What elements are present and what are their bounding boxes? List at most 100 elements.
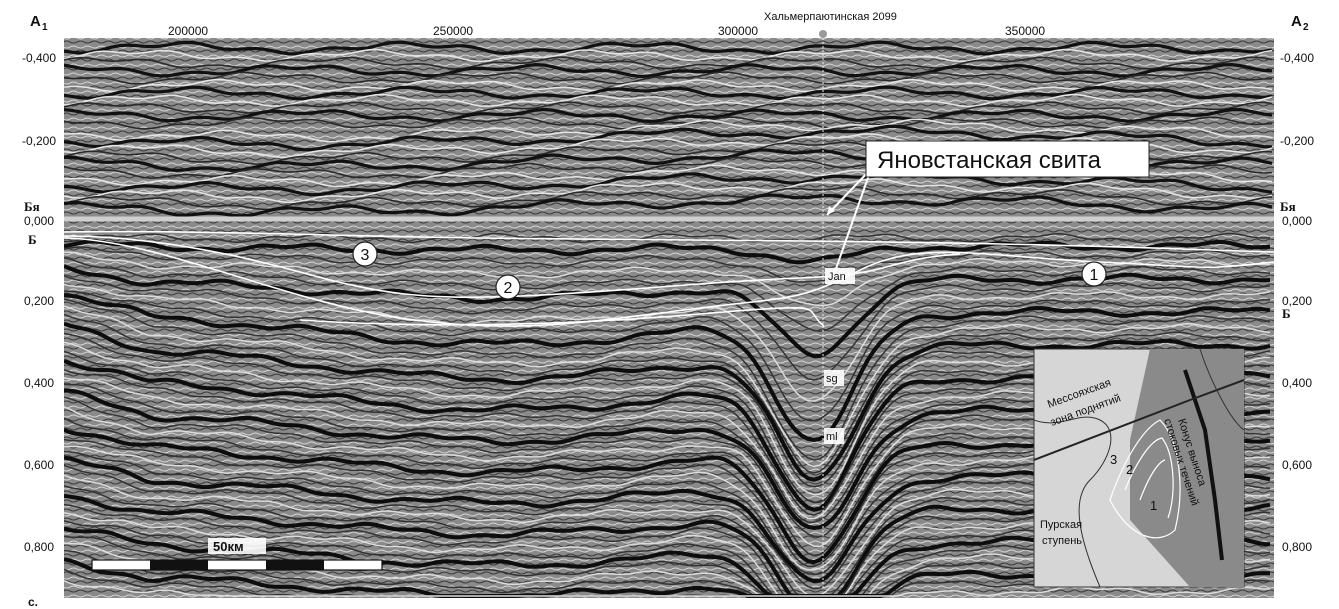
reflector-line: [64, 118, 1273, 143]
profile-end-subscript: 2: [1303, 22, 1309, 33]
profile-end-label: A: [1291, 13, 1302, 30]
well-name: Хальмерпаютинская 2099: [764, 11, 897, 23]
inset-profile-line: [1034, 379, 1244, 461]
reflector-line: [64, 124, 1273, 152]
time-axis-unit-label: с.: [28, 595, 38, 609]
inset-fan-contour: [1139, 459, 1166, 501]
reflector-line: [64, 40, 1273, 56]
reflector-line: [64, 232, 1271, 244]
clinoform-boundary-3: [64, 235, 961, 298]
well-horizon-markers: Jan sg ml: [824, 268, 855, 444]
unit-number: 1: [1090, 267, 1099, 284]
clinoform-unit-1: 1: [1081, 261, 1107, 287]
callout-arrowhead: [827, 206, 835, 215]
reflector-line: [64, 107, 1273, 124]
clinoform-boundary-2: [64, 237, 1274, 327]
reflector-line: [64, 186, 1273, 211]
horizon-by-label-left: Бя: [24, 199, 40, 214]
time-tick: 0,600: [1282, 458, 1312, 472]
reflector-line: [64, 313, 1271, 474]
reflector-line: [64, 71, 1273, 85]
reflector-line: [64, 257, 1271, 332]
distance-tick: 350000: [1005, 24, 1045, 38]
time-tick: -0,400: [22, 51, 56, 65]
inset-unit-number: 2: [1126, 462, 1133, 477]
time-tick: 0,400: [24, 376, 54, 390]
reflector-line: [64, 293, 1271, 443]
well-location-dot: [819, 30, 827, 38]
reflector-line: [64, 246, 1271, 283]
seismic-panel: [64, 38, 1274, 598]
inset-fan-contour: [1109, 419, 1181, 539]
reflector-line: [64, 305, 1271, 468]
reflector-line: [64, 193, 1273, 218]
horizon-b-label-left: Б: [28, 232, 37, 247]
inset-fan-contour: [1124, 437, 1174, 519]
reflector-line: [64, 48, 1273, 63]
unit-number: 3: [361, 247, 370, 264]
profile-start-subscript: 1: [42, 22, 48, 33]
inset-boundary: [1199, 349, 1244, 431]
marker-sg: sg: [826, 373, 838, 385]
time-tick: -0,400: [1280, 51, 1314, 65]
inset-fan-area: [1130, 349, 1244, 587]
reflector-line: [64, 251, 1271, 307]
reflector-line: [64, 85, 1273, 101]
clinoform-unit-3: 3: [352, 241, 378, 267]
reflector-line: [64, 274, 1271, 381]
inset-step-label: ступень: [1042, 535, 1082, 547]
profile-start-label: A: [30, 13, 41, 30]
clinoform-unit-2: 2: [495, 274, 521, 300]
reflector-line: [64, 264, 1271, 359]
horizon-b-line: [64, 230, 1274, 253]
time-tick: 0,000: [24, 214, 54, 228]
callout-box: [865, 140, 1150, 178]
unit-number: 2: [504, 280, 513, 297]
clinoform-boundary-1: [299, 306, 825, 327]
inset-fault-bold: [1183, 369, 1224, 561]
reflector-line: [64, 93, 1273, 108]
time-tick: 0,200: [1282, 294, 1312, 308]
reflector-line: [64, 321, 1271, 482]
horizon-b-label-right: Б: [1282, 306, 1291, 321]
reflector-line: [64, 78, 1273, 93]
inset-unit-number: 1: [1150, 498, 1157, 513]
marker-jan: Jan: [828, 271, 846, 283]
time-tick: 0,000: [1282, 214, 1312, 228]
distance-tick: 300000: [718, 24, 758, 38]
scale-bar-label: 50км: [213, 539, 244, 554]
reflector-line: [64, 169, 1273, 197]
time-tick: 0,800: [24, 540, 54, 554]
time-tick: -0,200: [22, 134, 56, 148]
suite-callout: Яновстанская свита: [826, 140, 1150, 281]
time-tick: 0,200: [24, 294, 54, 308]
reflector-line: [64, 133, 1273, 159]
distance-tick: 250000: [433, 24, 473, 38]
marker-ml: ml: [826, 431, 838, 443]
time-axis-right: -0,400 -0,200 0,000 0,200 0,400 0,600 0,…: [1280, 51, 1314, 554]
inset-step-label: Пурская: [1040, 519, 1082, 531]
time-tick: -0,200: [1280, 134, 1314, 148]
callout-pointer: [831, 171, 871, 281]
reflector-line: [64, 298, 1271, 461]
reflector-line: [64, 290, 1271, 422]
reflector-line: [64, 62, 1273, 79]
time-tick: 0,600: [24, 458, 54, 472]
callout-pointer: [826, 169, 871, 216]
time-tick: 0,800: [1282, 540, 1312, 554]
inset-map: Мессояхская зона поднятий Пурская ступен…: [1033, 348, 1245, 588]
reflector-line: [64, 178, 1273, 204]
inset-unit-number: 3: [1110, 452, 1117, 467]
interpretation-lines: [64, 216, 1274, 327]
callout-text: Яновстанская свита: [877, 147, 1102, 174]
inset-boundary: [1034, 416, 1112, 587]
scale-bar: 50км: [91, 538, 383, 571]
distance-axis: 200000 250000 300000 350000: [168, 24, 1045, 38]
distance-tick: 200000: [168, 24, 208, 38]
reflector-line: [64, 116, 1273, 130]
well-marker: Хальмерпаютинская 2099: [764, 11, 897, 590]
time-tick: 0,400: [1282, 376, 1312, 390]
horizon-by-label-right: Бя: [1280, 199, 1296, 214]
time-axis-left: -0,400 -0,200 0,000 0,200 0,400 0,600 0,…: [22, 51, 56, 554]
